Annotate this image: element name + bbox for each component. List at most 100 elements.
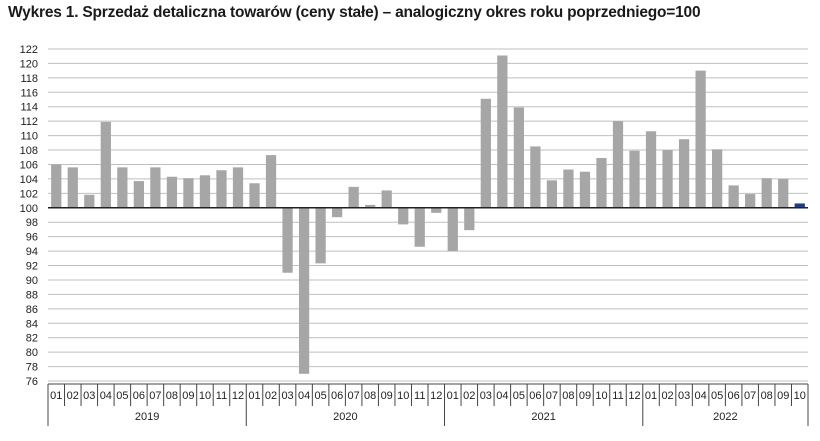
x-tick-label-month: 04: [694, 390, 706, 402]
bar: [84, 194, 95, 208]
x-tick-label-month: 04: [496, 390, 508, 402]
y-tick-label: 98: [26, 217, 38, 229]
x-tick-label-year: 2019: [135, 411, 159, 423]
y-tick-label: 104: [20, 174, 38, 186]
x-axis: 01 02 03 04 05 06 07 08 09 10 11 12 2019 01 02 03 04 05 06…: [47, 383, 809, 426]
bar: [431, 207, 442, 213]
y-tick-label: 110: [20, 131, 38, 143]
bar: [712, 149, 723, 208]
bar: [199, 175, 211, 208]
x-tick-label-month: 03: [281, 390, 293, 402]
x-tick-label-month: 05: [116, 390, 128, 402]
bars: [51, 55, 805, 374]
y-axis-ticks: 76 78 80 82 84 86 88 90 92 94 96 98 100 102 104 106 108 1…: [20, 44, 38, 388]
x-tick-label-month: 02: [67, 390, 79, 402]
bar: [332, 207, 343, 218]
x-tick-label-month: 03: [678, 390, 690, 402]
y-tick-label: 88: [26, 289, 38, 301]
bar: [645, 131, 657, 208]
y-tick-label: 90: [26, 275, 38, 287]
grid-lines: [48, 48, 808, 382]
bar: [530, 146, 541, 208]
bar: [67, 167, 78, 208]
x-tick-label-month: 11: [414, 390, 425, 402]
chart-title: Wykres 1. Sprzedaż detaliczna towarów (c…: [8, 4, 701, 21]
x-tick-label-month: 10: [595, 390, 607, 402]
x-tick-label-month: 01: [50, 390, 62, 402]
x-tick-label-month: 08: [166, 390, 178, 402]
bar: [348, 186, 359, 208]
bar: [249, 183, 260, 208]
x-tick-label-year: 2020: [333, 411, 357, 423]
y-tick-label: 114: [20, 102, 38, 114]
bar: [365, 204, 376, 208]
x-tick-label-month: 01: [645, 390, 657, 402]
bar: [662, 150, 673, 208]
bar: [265, 155, 277, 208]
x-tick-label-month: 09: [381, 390, 393, 402]
bar: [778, 178, 789, 208]
x-tick-label-month: 08: [364, 390, 376, 402]
x-tick-label-month: 05: [314, 390, 326, 402]
bar: [117, 167, 128, 208]
y-tick-label: 96: [26, 232, 38, 244]
x-tick-label-month: 06: [331, 390, 343, 402]
bar: [414, 207, 425, 247]
bar: [232, 167, 244, 208]
x-tick-label-month: 09: [579, 390, 591, 402]
bar: [728, 185, 739, 208]
bar: [794, 203, 805, 208]
x-tick-label-month: 06: [728, 390, 740, 402]
y-tick-label: 122: [20, 44, 38, 56]
x-tick-label-month: 03: [480, 390, 492, 402]
x-tick-label-month: 02: [661, 390, 673, 402]
bar: [678, 139, 690, 208]
bar: [315, 207, 326, 264]
y-tick-label: 116: [20, 87, 38, 99]
bar: [51, 164, 62, 208]
bar: [579, 171, 591, 208]
y-tick-label: 102: [20, 188, 38, 200]
y-tick-label: 80: [26, 347, 38, 359]
bar: [629, 150, 640, 208]
x-tick-label-month: 12: [430, 390, 442, 402]
bar: [480, 98, 491, 208]
bar: [298, 207, 310, 374]
bar: [100, 121, 111, 208]
y-tick-label: 118: [20, 73, 38, 85]
x-tick-label-month: 12: [232, 390, 244, 402]
y-tick-label: 120: [20, 58, 38, 70]
x-tick-label-month: 11: [216, 390, 227, 402]
x-tick-label-month: 07: [149, 390, 161, 402]
bar: [381, 190, 392, 208]
bar: [497, 55, 508, 208]
x-tick-label-month: 10: [199, 390, 211, 402]
x-tick-label-month: 04: [100, 390, 112, 402]
x-tick-label-year: 2021: [531, 411, 555, 423]
bar: [150, 167, 161, 208]
bar: [596, 157, 607, 208]
bar: [133, 181, 144, 208]
x-tick-label-month: 02: [265, 390, 277, 402]
bar: [464, 207, 475, 231]
y-tick-label: 100: [20, 203, 38, 215]
y-tick-label: 84: [26, 318, 38, 330]
x-tick-label-month: 11: [612, 390, 623, 402]
y-tick-label: 108: [20, 145, 38, 157]
bar: [612, 121, 624, 208]
bar: [447, 207, 458, 252]
y-tick-label: 76: [26, 376, 38, 388]
x-tick-label-month: 02: [463, 390, 475, 402]
x-tick-label-month: 10: [794, 390, 806, 402]
bar: [761, 178, 772, 208]
x-tick-label-month: 01: [248, 390, 260, 402]
x-tick-label-month: 07: [744, 390, 756, 402]
x-tick-label-month: 08: [562, 390, 574, 402]
y-tick-label: 78: [26, 362, 38, 374]
bar: [546, 180, 558, 208]
bar: [745, 194, 756, 208]
x-tick-label-month: 03: [83, 390, 95, 402]
x-tick-label-month: 09: [182, 390, 194, 402]
x-tick-label-month: 06: [529, 390, 541, 402]
